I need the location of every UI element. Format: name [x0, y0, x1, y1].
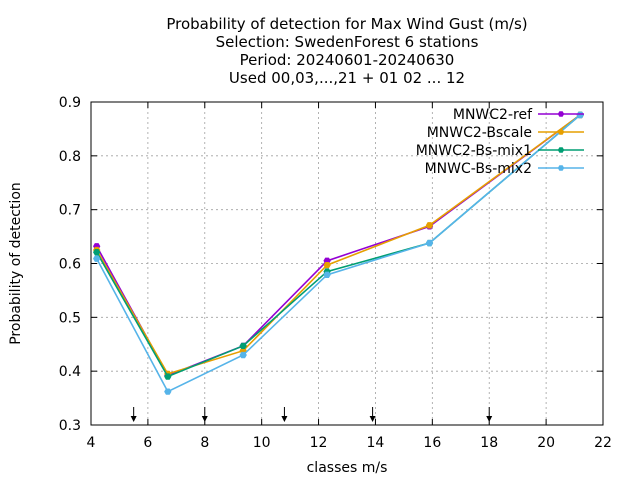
legend-label: MNWC2-Bscale [427, 125, 532, 141]
x-tick-label: 12 [310, 435, 328, 451]
grid [91, 102, 603, 425]
x-tick-label: 16 [423, 435, 441, 451]
y-tick-label: 0.7 [59, 203, 81, 219]
threshold-arrow-head [486, 416, 493, 422]
legend-label: MNWC2-ref [453, 107, 533, 123]
x-tick-label: 4 [87, 435, 96, 451]
x-tick-label: 14 [367, 435, 385, 451]
x-tick-label: 6 [143, 435, 152, 451]
x-tick-label: 18 [480, 435, 498, 451]
series-line [95, 114, 581, 393]
x-tick-label: 10 [253, 435, 271, 451]
data-point [93, 249, 101, 256]
data-point [425, 239, 434, 247]
legend-label: MNWC2-Bs-mix1 [416, 143, 532, 159]
legend-marker [557, 147, 565, 153]
data-point [93, 255, 101, 262]
y-tick-label: 0.4 [59, 364, 81, 380]
data-point [239, 342, 247, 350]
y-tick-label: 0.9 [59, 95, 81, 111]
x-tick-label: 20 [537, 435, 555, 451]
x-tick-label: 22 [594, 435, 612, 451]
axis-ticks: 4 6 8 10 12 14 16 18 20 22 0.3 0.4 0.5 0.6 0.7 0.8 0.9 [59, 95, 612, 451]
threshold-arrow-head [281, 416, 288, 422]
legend-marker [557, 129, 565, 135]
threshold-arrow-head [130, 416, 137, 422]
y-tick-label: 0.5 [59, 310, 81, 326]
title-line: Selection: SwedenForest 6 stations [216, 33, 479, 51]
legend-marker [557, 165, 565, 171]
title-line: Period: 20240601-20240630 [240, 51, 455, 69]
y-tick-label: 0.3 [59, 418, 81, 434]
chart-title: Probability of detection for Max Wind Gu… [166, 15, 527, 87]
data-point [323, 271, 331, 278]
threshold-arrow-head [369, 416, 376, 422]
y-tick-label: 0.8 [59, 149, 81, 165]
threshold-arrows [130, 407, 493, 422]
data-point [425, 222, 434, 229]
threshold-arrow-head [201, 416, 208, 422]
legend-label: MNWC-Bs-mix2 [425, 161, 532, 177]
data-point [164, 388, 172, 395]
legend: MNWC2-ref MNWC2-Bscale MNWC2-Bs-mix1 MNWC-B… [416, 107, 584, 177]
y-tick-label: 0.6 [59, 257, 81, 273]
data-point [323, 261, 331, 269]
x-tick-label: 8 [200, 435, 209, 451]
legend-marker [557, 111, 565, 117]
title-line: Probability of detection for Max Wind Gu… [166, 15, 527, 33]
data-point [164, 373, 172, 380]
data-point [239, 351, 247, 359]
y-axis-label: Probability of detection [8, 182, 24, 345]
title-line: Used 00,03,...,21 + 01 02 ... 12 [229, 69, 465, 87]
series [93, 111, 584, 395]
x-axis-label: classes m/s [307, 460, 388, 476]
data-point [576, 111, 584, 119]
